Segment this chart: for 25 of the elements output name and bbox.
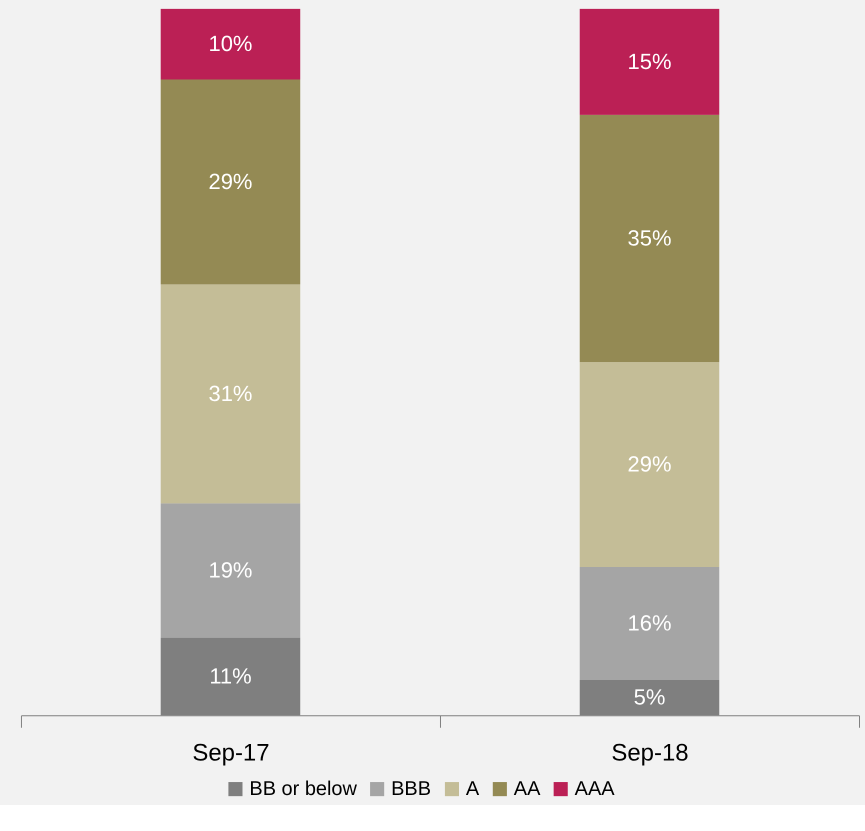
legend-label: BB or below xyxy=(249,778,358,800)
bar xyxy=(160,8,300,80)
data-label: 16% xyxy=(628,610,672,636)
x-tick-label: Sep-17 xyxy=(192,740,270,767)
legend-label: AA xyxy=(514,778,542,800)
data-label: 19% xyxy=(208,557,252,582)
data-label: 15% xyxy=(628,48,672,74)
bar xyxy=(160,284,300,504)
bar xyxy=(160,80,300,284)
data-label: 5% xyxy=(634,684,666,710)
bar xyxy=(580,8,720,115)
legend-label: A xyxy=(466,778,480,800)
legend-label: BBB xyxy=(391,778,431,800)
x-tick-label: Sep-18 xyxy=(611,740,689,767)
bar xyxy=(580,566,720,680)
data-label: 31% xyxy=(208,380,252,406)
data-label: 10% xyxy=(208,31,252,56)
bar xyxy=(160,503,300,638)
legend-label: AAA xyxy=(574,778,616,800)
data-label: 11% xyxy=(209,663,252,688)
data-label: 35% xyxy=(628,225,672,250)
data-label: 29% xyxy=(628,452,672,476)
data-label: 29% xyxy=(208,168,252,194)
bar xyxy=(580,362,720,567)
bar xyxy=(580,114,720,362)
